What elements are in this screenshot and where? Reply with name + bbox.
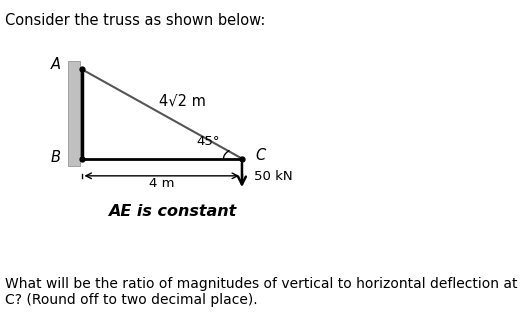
Text: C? (Round off to two decimal place).: C? (Round off to two decimal place). — [5, 293, 258, 307]
Text: 4 m: 4 m — [149, 177, 175, 190]
Text: C: C — [255, 148, 265, 163]
Text: B: B — [50, 149, 60, 165]
Text: What will be the ratio of magnitudes of vertical to horizontal deflection at: What will be the ratio of magnitudes of … — [5, 277, 518, 291]
Text: 4√2 m: 4√2 m — [159, 94, 206, 109]
Text: Consider the truss as shown below:: Consider the truss as shown below: — [5, 13, 266, 28]
Text: A: A — [50, 57, 60, 72]
Text: AE is constant: AE is constant — [108, 204, 236, 219]
Text: 45°: 45° — [196, 135, 219, 148]
Bar — [68, 61, 80, 166]
Text: 50 kN: 50 kN — [254, 170, 292, 183]
